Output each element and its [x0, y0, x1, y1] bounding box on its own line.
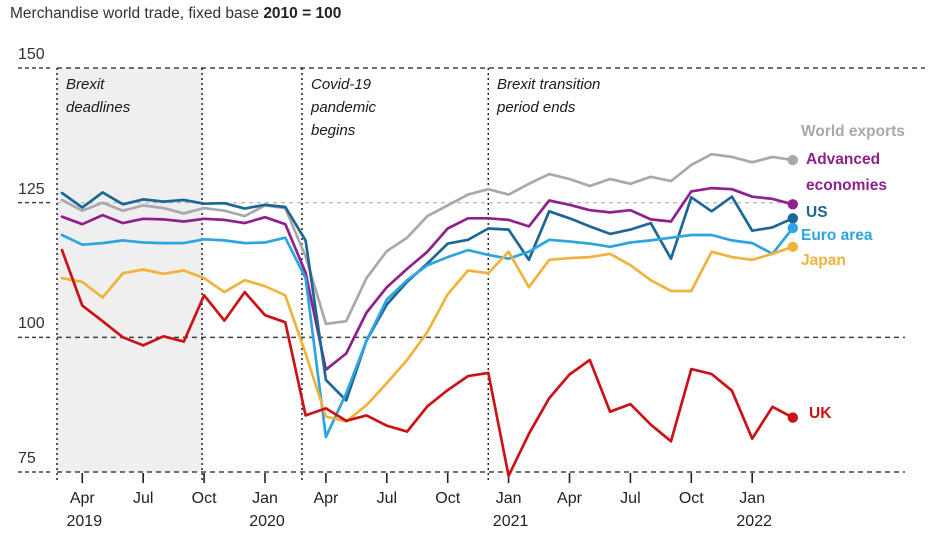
x-axis-label: Jul	[132, 490, 154, 507]
x-axis-year-label: 2019	[66, 513, 103, 530]
series-endpoint-dot-us	[787, 213, 798, 224]
legend-advanced-economies: Advanced economies	[806, 151, 887, 194]
series-line-japan	[60, 245, 795, 423]
x-axis-label: Jan	[495, 490, 522, 507]
x-axis-year-label: 2022	[736, 513, 772, 530]
legend-world-exports: World exports	[801, 123, 905, 140]
series-line-world-exports	[60, 152, 795, 326]
x-axis-year-label: 2020	[249, 513, 285, 530]
annotation-brexit-transition: Brexit transition period ends	[497, 76, 601, 116]
x-axis-label: Jul	[376, 490, 398, 507]
x-axis-label: Jan	[252, 490, 278, 507]
y-axis-label-75: 75	[18, 450, 36, 467]
series-line-us	[60, 191, 795, 402]
series-endpoint-dot-japan	[787, 241, 798, 253]
x-axis-label: Oct	[678, 490, 704, 507]
annotation-brexit-deadlines: Brexit deadlines	[66, 76, 131, 116]
x-axis-label: Jan	[739, 490, 766, 507]
legend-us: US	[806, 204, 828, 221]
x-axis-label: Oct	[191, 490, 217, 507]
series-line-uk	[60, 248, 795, 478]
x-axis-label: Apr	[557, 490, 582, 507]
series-endpoint-dot-uk	[787, 412, 798, 423]
series-endpoint-dot-advanced-economies	[787, 199, 798, 210]
chart-title: Merchandise world trade, fixed base 2010…	[10, 5, 341, 23]
series-endpoint-dot-world-exports	[787, 154, 798, 166]
chart-title-base: 2010 = 100	[263, 5, 342, 22]
y-axis-label-100: 100	[18, 315, 45, 333]
series-line-euro-area	[60, 226, 795, 439]
event-band	[56, 68, 203, 472]
x-axis-label: Oct	[435, 490, 461, 507]
legend-uk: UK	[809, 405, 832, 422]
y-axis-label-150: 150	[18, 46, 45, 63]
chart-title-text: Merchandise world trade, fixed base	[10, 5, 264, 22]
x-axis-label: Jul	[620, 490, 641, 507]
y-axis-label-125: 125	[18, 180, 45, 198]
series-line-advanced-economies	[60, 186, 795, 372]
x-axis-label: Apr	[69, 490, 95, 507]
series-endpoint-dot-euro-area	[787, 222, 798, 234]
legend-japan: Japan	[801, 252, 846, 269]
x-axis-label: Apr	[313, 490, 339, 507]
x-axis-year-label: 2021	[492, 513, 529, 530]
annotation-covid-pandemic: Covid-19 pandemic begins	[311, 76, 377, 139]
legend-euro-area: Euro area	[801, 227, 873, 244]
